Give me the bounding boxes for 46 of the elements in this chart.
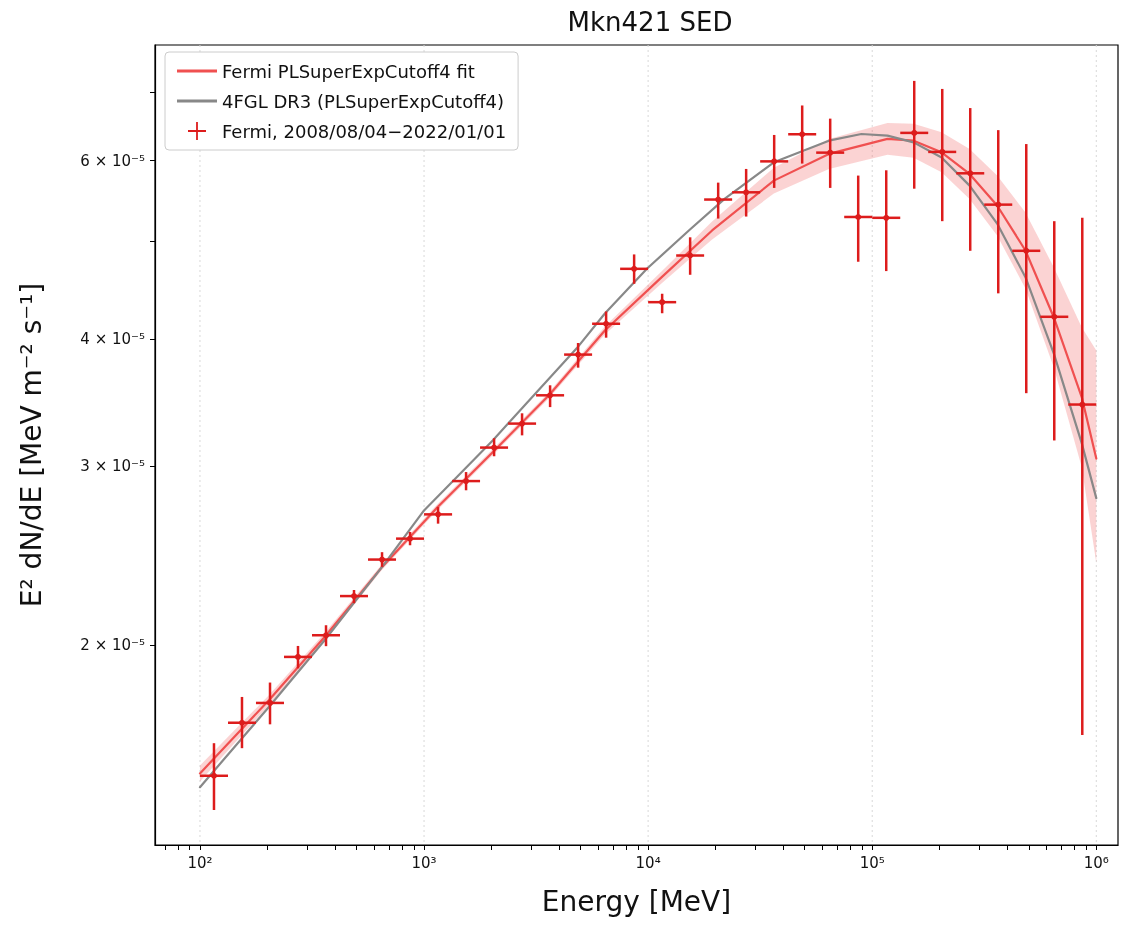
point [547, 392, 554, 399]
x-axis-title: Energy [MeV] [541, 884, 732, 918]
point [351, 593, 358, 600]
point [519, 420, 526, 427]
point [715, 196, 722, 203]
point [294, 653, 301, 660]
x-tick-label: 10³ [411, 853, 437, 872]
point [855, 213, 862, 220]
point [827, 149, 834, 156]
point [1051, 313, 1058, 320]
point [687, 252, 694, 259]
point [435, 511, 442, 518]
point [210, 772, 217, 779]
y-tick-label: 2 × 10⁻⁵ [80, 635, 145, 654]
point [491, 444, 498, 451]
y-tick-label: 6 × 10⁻⁵ [80, 151, 145, 170]
point [575, 351, 582, 358]
x-tick-label: 10⁴ [635, 853, 661, 872]
x-tick-label: 10⁵ [859, 853, 885, 872]
chart-title: Mkn421 SED [567, 7, 733, 37]
point [631, 265, 638, 272]
point [238, 719, 245, 726]
x-tick-label: 10² [187, 853, 213, 872]
legend-label: Fermi, 2008/08/04−2022/01/01 [222, 120, 507, 142]
point [743, 189, 750, 196]
y-axis-title: E² dN/dE [MeV m⁻² s⁻¹] [14, 282, 48, 608]
point [603, 320, 610, 327]
point [463, 478, 470, 485]
point [883, 214, 890, 221]
point [939, 148, 946, 155]
point [771, 158, 778, 165]
legend-label: Fermi PLSuperExpCutoff4 fit [222, 60, 475, 82]
point [967, 170, 974, 177]
point [267, 699, 274, 706]
point [1023, 247, 1030, 254]
point [659, 299, 666, 306]
point [323, 632, 330, 639]
legend-label: 4FGL DR3 (PLSuperExpCutoff4) [222, 90, 505, 112]
point [995, 201, 1002, 208]
y-tick-label: 4 × 10⁻⁵ [80, 330, 145, 349]
point [911, 129, 918, 136]
y-tick-label: 3 × 10⁻⁵ [80, 457, 145, 476]
point [379, 556, 386, 563]
point [799, 131, 806, 138]
point [407, 535, 414, 542]
x-tick-label: 10⁶ [1083, 853, 1109, 872]
